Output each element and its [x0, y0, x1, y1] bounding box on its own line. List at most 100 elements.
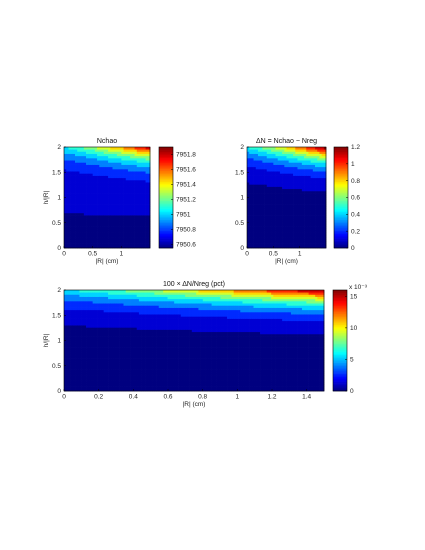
- heatmap-cell: [323, 190, 327, 194]
- heatmap-cell: [103, 166, 107, 170]
- heatmap-cell: [112, 223, 116, 227]
- heatmap-cell: [132, 149, 135, 152]
- heatmap-cell: [304, 219, 307, 223]
- heatmap-cell: [119, 364, 122, 368]
- heatmap-cell: [81, 186, 85, 190]
- heatmap-cell: [105, 190, 109, 194]
- heatmap-cell: [99, 197, 102, 201]
- heatmap-cell: [275, 175, 279, 179]
- heatmap-cell: [279, 164, 283, 168]
- heatmap-cell: [88, 149, 91, 152]
- heatmap-cell: [110, 316, 113, 319]
- heatmap-cell: [323, 223, 327, 227]
- heatmap-cell: [94, 188, 98, 192]
- heatmap-cell: [315, 184, 318, 187]
- heatmap-cell: [279, 245, 283, 249]
- heatmap-cell: [88, 351, 91, 355]
- heatmap-cell: [288, 228, 292, 231]
- heatmap-cell: [282, 212, 285, 216]
- heatmap-cell: [97, 292, 100, 295]
- heatmap-cell: [288, 168, 292, 172]
- heatmap-cell: [110, 201, 113, 205]
- heatmap-cell: [121, 338, 124, 341]
- heatmap-cell: [121, 362, 124, 366]
- heatmap-cell: [306, 245, 309, 249]
- heatmap-cell: [279, 232, 283, 236]
- heatmap-cell: [319, 228, 322, 231]
- heatmap-cell: [293, 160, 296, 163]
- heatmap-cell: [141, 206, 144, 209]
- heatmap-cell: [323, 245, 327, 249]
- heatmap-cell: [75, 208, 78, 212]
- heatmap-cell: [70, 186, 74, 190]
- heatmap-cell: [121, 239, 124, 242]
- heatmap-cell: [255, 234, 259, 238]
- heatmap-cell: [116, 221, 120, 225]
- heatmap-cell: [86, 344, 89, 348]
- heatmap-cell: [271, 160, 274, 163]
- heatmap-cell: [97, 217, 100, 220]
- heatmap-cell: [101, 206, 105, 209]
- heatmap-cell: [295, 241, 298, 244]
- heatmap-cell: [90, 223, 94, 227]
- heatmap-cell: [66, 237, 69, 240]
- heatmap-cell: [127, 166, 131, 170]
- heatmap-cell: [114, 186, 118, 190]
- heatmap-cell: [257, 241, 261, 244]
- heatmap-cell: [97, 184, 100, 187]
- heatmap-cell: [299, 201, 303, 205]
- heatmap-cell: [147, 168, 151, 172]
- heatmap-cell: [264, 226, 268, 229]
- heatmap-cell: [304, 243, 307, 247]
- heatmap-cell: [249, 234, 252, 238]
- heatmap-cell: [123, 294, 127, 297]
- heatmap-cell: [83, 162, 87, 165]
- heatmap-cell: [105, 234, 109, 238]
- heatmap-cell: [277, 151, 281, 154]
- heatmap-cell: [121, 355, 124, 359]
- heatmap-cell: [68, 177, 71, 181]
- heatmap-cell: [121, 166, 124, 170]
- heatmap-cell: [114, 147, 118, 150]
- heatmap-cell: [306, 188, 309, 192]
- heatmap-cell: [108, 226, 111, 229]
- heatmap-cell: [66, 212, 69, 216]
- heatmap-cell: [125, 388, 129, 392]
- heatmap-cell: [264, 199, 268, 203]
- heatmap-cell: [64, 243, 67, 247]
- heatmap-cell: [134, 234, 138, 238]
- heatmap-cell: [81, 241, 85, 244]
- heatmap-cell: [116, 336, 120, 339]
- heatmap-cell: [64, 384, 67, 387]
- heatmap-cell: [255, 177, 259, 181]
- heatmap-cell: [264, 173, 268, 176]
- heatmap-cell: [94, 162, 98, 165]
- heatmap-cell: [121, 377, 124, 381]
- heatmap-cell: [301, 149, 305, 152]
- heatmap-cell: [90, 292, 93, 295]
- heatmap-cell: [323, 226, 327, 229]
- heatmap-cell: [105, 215, 109, 218]
- heatmap-cell: [119, 384, 122, 387]
- heatmap-cell: [90, 320, 93, 324]
- heatmap-cell: [260, 166, 263, 170]
- heatmap-cell: [81, 147, 85, 150]
- heatmap-cell: [99, 318, 102, 322]
- heatmap-cell: [99, 162, 102, 165]
- heatmap-cell: [66, 316, 69, 319]
- heatmap-cell: [70, 388, 74, 392]
- heatmap-cell: [304, 157, 307, 161]
- heatmap-cell: [97, 201, 100, 205]
- heatmap-cell: [64, 147, 67, 150]
- heatmap-cell: [88, 223, 91, 227]
- heatmap-cell: [262, 199, 265, 203]
- heatmap-cell: [116, 355, 120, 359]
- heatmap-cell: [299, 239, 303, 242]
- heatmap-cell: [64, 382, 67, 385]
- heatmap-cell: [70, 230, 74, 233]
- heatmap-cell: [83, 358, 87, 361]
- heatmap-cell: [86, 206, 89, 209]
- heatmap-cell: [297, 175, 301, 179]
- heatmap-cell: [112, 307, 116, 311]
- heatmap-cell: [275, 234, 279, 238]
